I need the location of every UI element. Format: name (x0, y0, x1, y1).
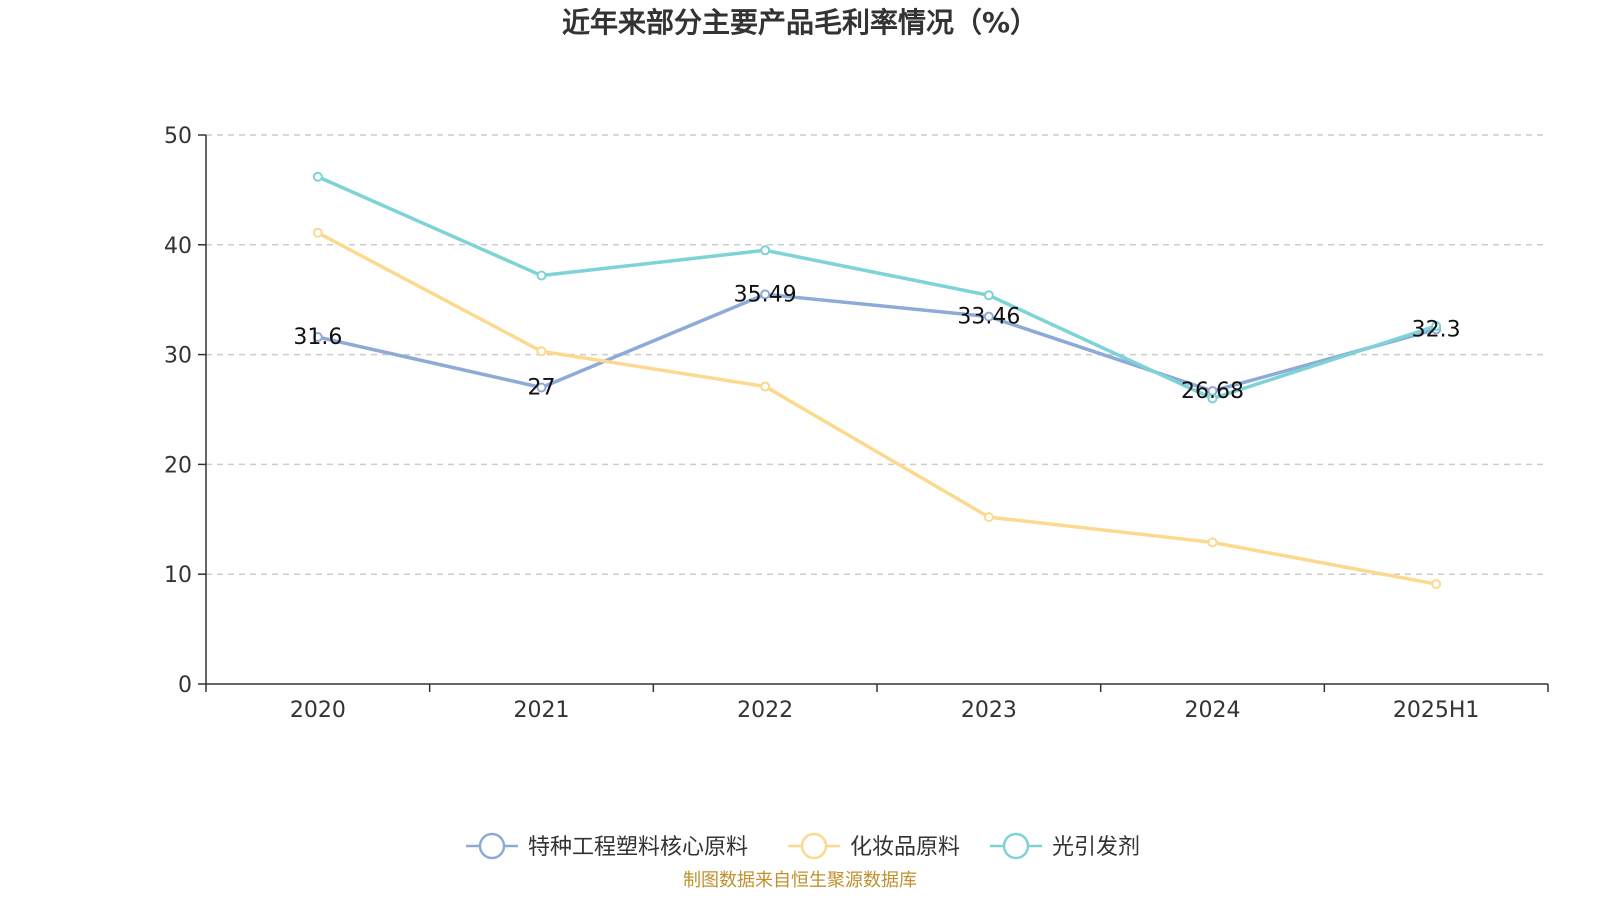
data-label: 31.6 (293, 325, 342, 350)
legend-marker (478, 832, 506, 860)
data-point (983, 512, 994, 523)
series-line (317, 231, 1437, 586)
data-point (312, 227, 323, 238)
series-line (317, 175, 1437, 401)
data-point (536, 270, 547, 281)
y-tick-label: 30 (164, 344, 192, 369)
x-tick-label: 2022 (737, 698, 793, 723)
data-point (760, 245, 771, 256)
data-point (983, 311, 994, 322)
data-point (1207, 393, 1218, 404)
legend-label: 化妆品原料 (850, 835, 960, 860)
data-point (760, 381, 771, 392)
y-tick-label: 20 (164, 453, 192, 478)
data-label: 26.68 (1181, 379, 1244, 404)
y-tick-label: 0 (178, 673, 192, 698)
y-tick-label: 50 (164, 124, 192, 149)
x-tick-label: 2023 (961, 698, 1017, 723)
data-point (983, 290, 994, 301)
data-point (536, 382, 547, 393)
series-lines (312, 171, 1442, 590)
series-line (317, 292, 1437, 393)
axes: 0 10 20 30 40 50 2020 2021 2022 2023 2024 2025H1 (164, 124, 1549, 723)
legend-item[interactable]: 化妆品原料 (788, 832, 960, 860)
legend-item[interactable]: 光引发剂 (990, 832, 1140, 860)
x-tick-label: 2021 (514, 698, 570, 723)
data-point (1207, 537, 1218, 548)
chart-title: 近年来部分主要产品毛利率情况（%） (562, 6, 1038, 39)
series-1 (312, 227, 1442, 590)
x-tick-label: 2020 (290, 698, 346, 723)
legend-marker (800, 832, 828, 860)
source-note: 制图数据来自恒生聚源数据库 (683, 870, 917, 891)
data-point (1431, 579, 1442, 590)
y-tick-label: 40 (164, 234, 192, 259)
data-labels: 31.6 27 35.49 33.46 26.68 32.3 (293, 282, 1460, 404)
data-point (1431, 321, 1442, 332)
x-tick-label: 2024 (1185, 698, 1241, 723)
data-label: 33.46 (957, 305, 1020, 330)
y-tick-label: 10 (164, 563, 192, 588)
legend-marker (1002, 832, 1030, 860)
data-label: 35.49 (734, 282, 797, 307)
series-2 (312, 171, 1442, 404)
series-0 (312, 289, 1442, 397)
legend-item[interactable]: 特种工程塑料核心原料 (466, 832, 748, 860)
data-label: 27 (528, 376, 556, 401)
data-point (312, 332, 323, 343)
grid-lines (206, 134, 1548, 575)
legend[interactable]: 特种工程塑料核心原料 化妆品原料 光引发剂 (466, 832, 1140, 860)
data-point (312, 171, 323, 182)
x-tick-label: 2025H1 (1393, 698, 1480, 723)
data-point (536, 346, 547, 357)
data-point (760, 289, 771, 300)
legend-label: 特种工程塑料核心原料 (528, 835, 748, 860)
legend-label: 光引发剂 (1052, 835, 1140, 860)
data-label: 32.3 (1412, 317, 1461, 342)
